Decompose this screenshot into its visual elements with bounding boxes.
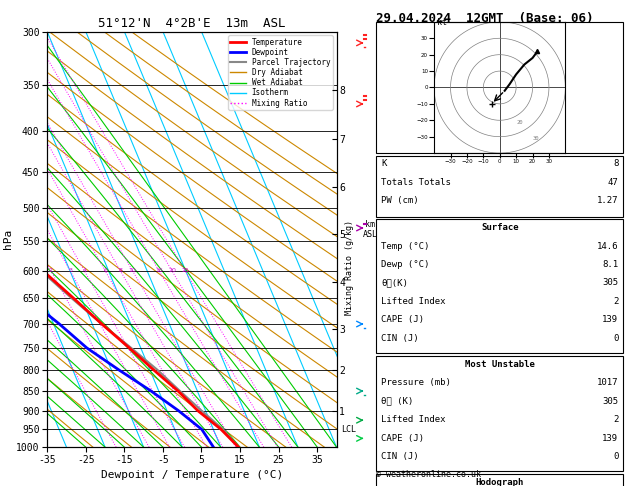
- Y-axis label: km
ASL: km ASL: [363, 220, 377, 240]
- Text: 305: 305: [602, 278, 618, 288]
- Text: 2: 2: [49, 268, 53, 273]
- Text: Mixing Ratio (g/kg): Mixing Ratio (g/kg): [345, 220, 353, 315]
- Text: 305: 305: [602, 397, 618, 406]
- Text: Lifted Index: Lifted Index: [381, 415, 446, 424]
- Text: 1017: 1017: [597, 378, 618, 387]
- Text: 2: 2: [613, 415, 618, 424]
- Text: 3: 3: [68, 268, 72, 273]
- Text: Hodograph: Hodograph: [476, 478, 524, 486]
- Text: PW (cm): PW (cm): [381, 196, 419, 206]
- Text: © weatheronline.co.uk: © weatheronline.co.uk: [376, 469, 481, 479]
- Text: θᴄ (K): θᴄ (K): [381, 397, 413, 406]
- Text: CAPE (J): CAPE (J): [381, 434, 424, 443]
- Text: 20: 20: [168, 268, 176, 273]
- Legend: Temperature, Dewpoint, Parcel Trajectory, Dry Adiabat, Wet Adiabat, Isotherm, Mi: Temperature, Dewpoint, Parcel Trajectory…: [228, 35, 333, 110]
- Text: 4: 4: [82, 268, 86, 273]
- Text: 16: 16: [155, 268, 163, 273]
- X-axis label: Dewpoint / Temperature (°C): Dewpoint / Temperature (°C): [101, 470, 283, 480]
- Text: 29.04.2024  12GMT  (Base: 06): 29.04.2024 12GMT (Base: 06): [376, 12, 594, 25]
- Text: CIN (J): CIN (J): [381, 452, 419, 461]
- Text: Temp (°C): Temp (°C): [381, 242, 430, 251]
- Text: Surface: Surface: [481, 223, 518, 232]
- Text: Most Unstable: Most Unstable: [465, 360, 535, 369]
- Text: 139: 139: [602, 315, 618, 325]
- Text: 30: 30: [533, 136, 539, 141]
- Text: Pressure (mb): Pressure (mb): [381, 378, 451, 387]
- Text: 0: 0: [613, 334, 618, 343]
- Title: 51°12'N  4°2B'E  13m  ASL: 51°12'N 4°2B'E 13m ASL: [98, 17, 286, 31]
- Y-axis label: hPa: hPa: [3, 229, 13, 249]
- Text: 47: 47: [608, 178, 618, 187]
- Text: 25: 25: [181, 268, 189, 273]
- Text: Totals Totals: Totals Totals: [381, 178, 451, 187]
- Text: K: K: [381, 159, 387, 169]
- Text: 0: 0: [613, 452, 618, 461]
- Text: Lifted Index: Lifted Index: [381, 297, 446, 306]
- Text: 20: 20: [516, 120, 523, 124]
- Text: 8: 8: [118, 268, 123, 273]
- Text: kt: kt: [437, 18, 447, 27]
- Text: CAPE (J): CAPE (J): [381, 315, 424, 325]
- Text: 14.6: 14.6: [597, 242, 618, 251]
- Text: 8.1: 8.1: [602, 260, 618, 269]
- Text: θᴄ(K): θᴄ(K): [381, 278, 408, 288]
- Text: 6: 6: [103, 268, 107, 273]
- Text: Dewp (°C): Dewp (°C): [381, 260, 430, 269]
- Text: 10: 10: [129, 268, 136, 273]
- Text: 139: 139: [602, 434, 618, 443]
- Text: LCL: LCL: [341, 425, 355, 434]
- Text: CIN (J): CIN (J): [381, 334, 419, 343]
- Text: 8: 8: [613, 159, 618, 169]
- Text: 1.27: 1.27: [597, 196, 618, 206]
- Text: 2: 2: [613, 297, 618, 306]
